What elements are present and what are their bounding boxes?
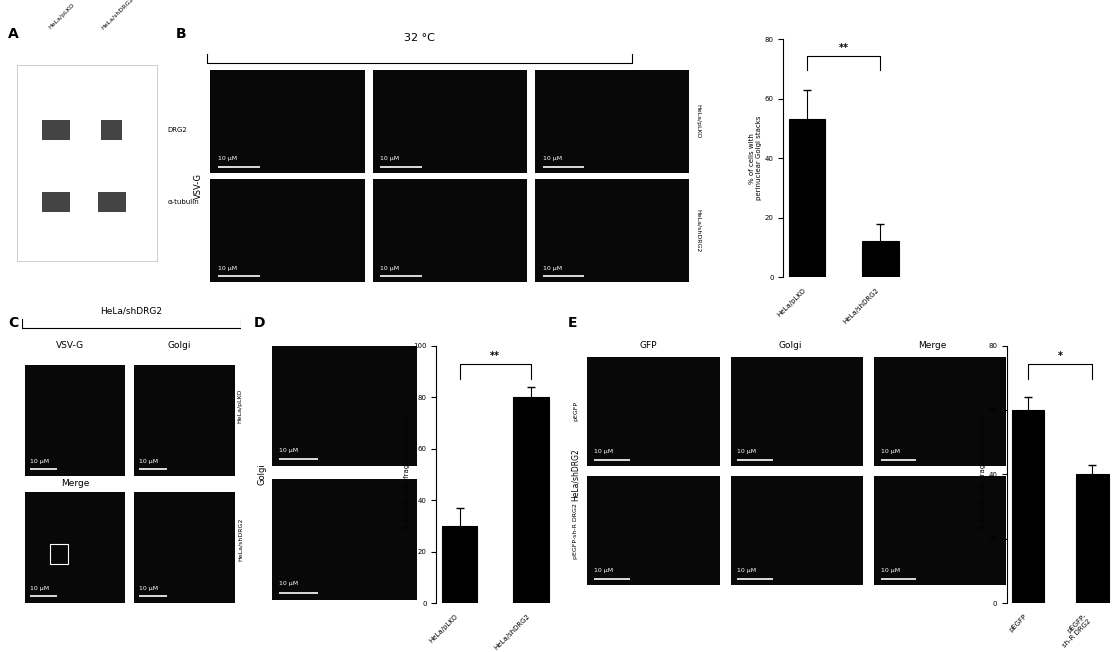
Text: HeLa/shDRG2: HeLa/shDRG2 <box>571 448 580 501</box>
Text: 10 μM: 10 μM <box>279 582 299 586</box>
Bar <box>43 120 70 140</box>
Text: 10 μM: 10 μM <box>218 266 237 271</box>
Text: pEGFP: pEGFP <box>573 402 579 421</box>
Text: 10 μM: 10 μM <box>380 156 399 162</box>
Text: Golgi: Golgi <box>778 341 801 350</box>
Text: Merge: Merge <box>60 479 90 488</box>
Text: **: ** <box>490 351 500 361</box>
Text: 10 μM: 10 μM <box>543 266 562 271</box>
Text: HeLa/pLKO: HeLa/pLKO <box>237 389 243 423</box>
Text: A: A <box>8 27 19 41</box>
Text: DRG2: DRG2 <box>168 126 188 133</box>
Bar <box>1076 474 1109 603</box>
Text: HeLa/shDRG2: HeLa/shDRG2 <box>696 209 700 252</box>
Text: α-tubulin: α-tubulin <box>168 199 199 205</box>
Text: Golgi: Golgi <box>257 464 266 485</box>
Text: HeLa/shDRG2: HeLa/shDRG2 <box>237 518 243 561</box>
Text: 10 μM: 10 μM <box>881 449 900 454</box>
Y-axis label: % of cells with
perinuclear Golgi stacks: % of cells with perinuclear Golgi stacks <box>749 116 762 200</box>
Text: 10 μM: 10 μM <box>279 448 299 452</box>
Text: HeLa/shDRG2: HeLa/shDRG2 <box>101 306 162 315</box>
Text: 0 min: 0 min <box>261 78 288 88</box>
Bar <box>102 120 122 140</box>
Bar <box>789 119 826 277</box>
Bar <box>49 544 68 565</box>
Text: Merge: Merge <box>918 341 947 350</box>
Text: 10 μM: 10 μM <box>139 458 159 464</box>
Text: 10 μM: 10 μM <box>594 569 613 573</box>
Text: 10 μM: 10 μM <box>29 458 49 464</box>
Text: 10 μM: 10 μM <box>737 569 756 573</box>
Text: VSV-G: VSV-G <box>56 341 84 350</box>
Y-axis label: % of cells with fragmented Golgi: % of cells with fragmented Golgi <box>404 417 411 531</box>
Bar <box>98 192 126 212</box>
Text: 10 μM: 10 μM <box>881 569 900 573</box>
Text: 10 μM: 10 μM <box>543 156 562 162</box>
Bar <box>862 241 899 277</box>
Text: HeLa/pLKO: HeLa/pLKO <box>48 2 75 30</box>
Bar <box>442 526 478 603</box>
Text: **: ** <box>839 44 848 53</box>
Bar <box>513 397 548 603</box>
Text: 15 min: 15 min <box>436 78 470 88</box>
Text: pEGFP-sh-R DRG2: pEGFP-sh-R DRG2 <box>573 503 579 559</box>
Text: 10 μM: 10 μM <box>594 449 613 454</box>
Text: 30 min: 30 min <box>604 78 638 88</box>
Bar <box>1012 410 1044 603</box>
Y-axis label: % of cells with fragmented Golgi: % of cells with fragmented Golgi <box>979 417 986 531</box>
Text: 10 μM: 10 μM <box>139 585 159 591</box>
Text: E: E <box>567 316 576 330</box>
Text: 32 °C: 32 °C <box>404 33 435 43</box>
Text: 10 μM: 10 μM <box>218 156 237 162</box>
Bar <box>43 192 70 212</box>
Text: D: D <box>254 316 265 330</box>
Text: GFP: GFP <box>639 341 657 350</box>
Text: B: B <box>176 27 186 41</box>
Text: C: C <box>8 316 18 330</box>
Text: *: * <box>1057 351 1063 361</box>
Text: 10 μM: 10 μM <box>380 266 399 271</box>
Text: HeLa/shDRG2: HeLa/shDRG2 <box>101 0 134 30</box>
Text: 10 μM: 10 μM <box>737 449 756 454</box>
Text: Golgi: Golgi <box>168 341 191 350</box>
Text: VSV-G: VSV-G <box>194 173 204 199</box>
Text: HeLa/pLKO: HeLa/pLKO <box>696 104 700 138</box>
Text: 10 μM: 10 μM <box>29 585 49 591</box>
